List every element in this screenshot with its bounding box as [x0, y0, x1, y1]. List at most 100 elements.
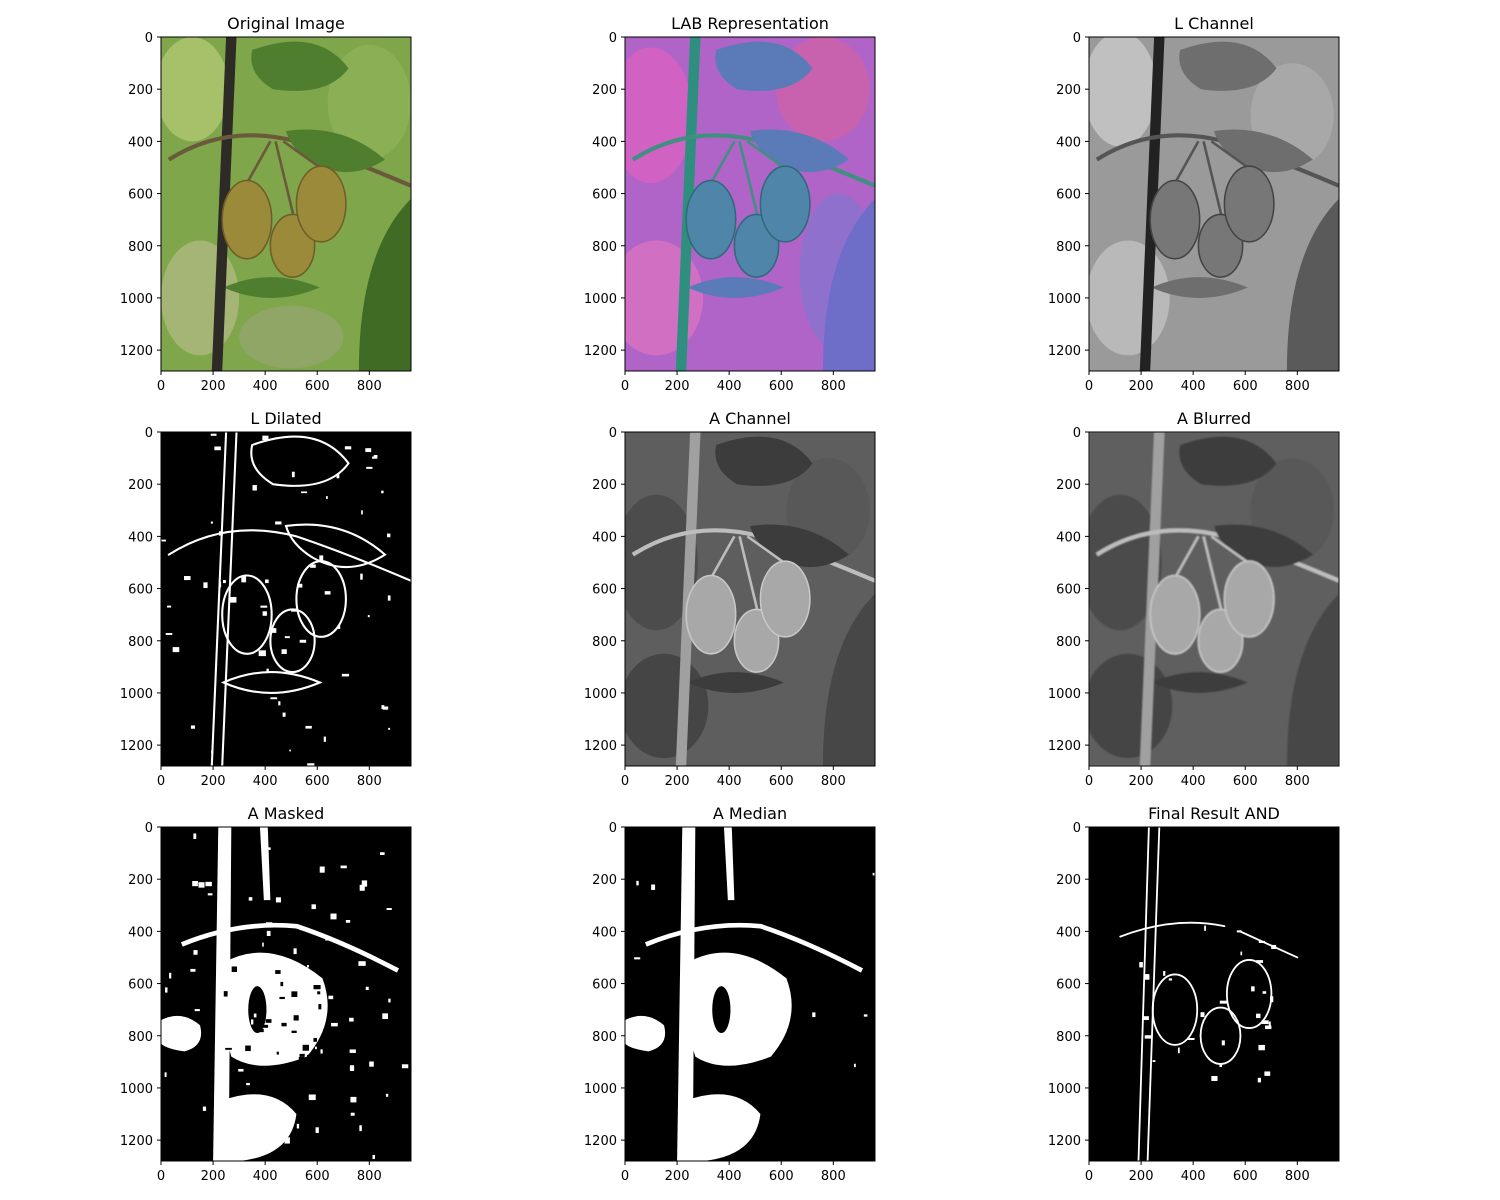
- y-tick-label: 0: [609, 821, 617, 836]
- speckle: [307, 763, 315, 766]
- x-tick-label: 800: [357, 1169, 382, 1184]
- image-patch: [161, 240, 240, 356]
- speckle: [1264, 1071, 1271, 1076]
- speckle: [198, 882, 205, 888]
- x-tick-label: 600: [305, 379, 330, 394]
- speckle: [311, 904, 316, 910]
- speckle: [1152, 1060, 1156, 1063]
- y-tick-label: 200: [128, 873, 153, 888]
- y-tick-label: 600: [592, 188, 617, 203]
- speckle: [636, 880, 639, 886]
- mask-blob: [161, 1015, 202, 1052]
- speckle: [1219, 1000, 1227, 1004]
- speckle: [301, 491, 308, 494]
- kiwi-fruit: [759, 165, 811, 243]
- panel-l-channel: L Channel 0 200 400 600 800 0 200 400 600 800 1000 1…: [1048, 14, 1340, 394]
- speckle: [220, 966, 225, 970]
- speckle: [340, 865, 347, 869]
- speckle: [282, 712, 286, 717]
- kiwi-fruit: [685, 574, 737, 655]
- speckle: [317, 991, 321, 995]
- y-tick-label: 400: [1056, 135, 1081, 150]
- kiwi-fruit: [1149, 574, 1201, 655]
- speckle: [1204, 925, 1206, 931]
- speckle: [214, 446, 221, 451]
- leaf-shape: [1179, 436, 1277, 486]
- speckle: [1168, 978, 1173, 981]
- speckle: [314, 1046, 317, 1050]
- y-tick-label: 1000: [584, 292, 617, 307]
- panel-title: A Blurred: [1177, 409, 1251, 428]
- edge-line: [210, 432, 228, 766]
- speckle: [372, 1154, 376, 1160]
- y-tick-label: 0: [1073, 31, 1081, 46]
- speckle: [222, 579, 226, 584]
- speckle: [266, 847, 271, 850]
- speckle: [262, 611, 267, 616]
- speckle: [336, 473, 340, 479]
- speckle: [1258, 1044, 1265, 1051]
- mask-fruit-region: [686, 952, 792, 1066]
- mask-stalk: [259, 827, 271, 901]
- speckle: [229, 596, 237, 603]
- speckle: [401, 1064, 409, 1069]
- speckle: [245, 1045, 251, 1052]
- speckle: [369, 1061, 374, 1067]
- speckle: [241, 576, 247, 583]
- speckle: [193, 950, 198, 955]
- mask-stalk: [723, 827, 735, 901]
- panel-a-masked: A Masked 0 200 400 600 800 0 200 400 600 800 1000 12…: [120, 804, 412, 1184]
- x-tick-label: 0: [621, 1169, 629, 1184]
- y-tick-label: 1200: [120, 1134, 153, 1149]
- speckle: [202, 1106, 207, 1111]
- y-tick-label: 600: [592, 978, 617, 993]
- speckle: [382, 1013, 388, 1020]
- speckle: [252, 485, 257, 491]
- fruit-stalk: [1173, 140, 1249, 218]
- speckle: [265, 1019, 272, 1023]
- final-line: [1239, 930, 1299, 959]
- y-tick-label: 1000: [120, 1082, 153, 1097]
- panel-title: Original Image: [227, 14, 345, 33]
- speckle: [291, 471, 295, 478]
- panel-a-blurred: A Blurred 0 200 400 600 800 0 200 400 600 800 1000 1…: [1048, 409, 1340, 789]
- speckle: [323, 736, 326, 742]
- speckle: [1256, 1013, 1261, 1019]
- speckle: [387, 595, 391, 601]
- speckle: [291, 991, 298, 997]
- kiwi-fruit: [295, 165, 347, 243]
- speckle: [246, 1082, 250, 1086]
- speckle: [359, 1125, 362, 1132]
- image-patch: [625, 653, 709, 759]
- mask-branch: [644, 922, 864, 973]
- panel-image: [161, 37, 411, 371]
- y-tick-label: 200: [592, 873, 617, 888]
- y-tick-label: 800: [128, 240, 153, 255]
- speckle: [326, 496, 328, 500]
- image-patch: [239, 305, 344, 369]
- speckle: [319, 555, 324, 561]
- leaf-shape: [286, 129, 385, 173]
- axes-frame: [1088, 431, 1340, 767]
- mask-blob: [625, 1015, 666, 1052]
- fruit-stalk: [709, 535, 785, 613]
- x-tick-label: 200: [1129, 379, 1154, 394]
- speckle: [312, 1003, 315, 1009]
- speckle: [238, 1068, 244, 1072]
- speckle: [812, 1012, 816, 1018]
- speckle: [372, 456, 378, 459]
- y-tick-label: 400: [128, 925, 153, 940]
- speckle: [278, 701, 281, 706]
- leaf-shape: [687, 672, 784, 693]
- speckle: [341, 673, 350, 677]
- y-tick-label: 1200: [1048, 344, 1081, 359]
- speckle: [1270, 996, 1274, 1003]
- y-tick-label: 600: [1056, 188, 1081, 203]
- leaf-shape: [1214, 129, 1313, 173]
- speckle: [330, 913, 337, 920]
- panel-title: A Masked: [248, 804, 325, 823]
- leaf-shape: [358, 198, 411, 371]
- speckle: [711, 1152, 718, 1157]
- speckle: [284, 636, 290, 639]
- speckle: [361, 880, 368, 887]
